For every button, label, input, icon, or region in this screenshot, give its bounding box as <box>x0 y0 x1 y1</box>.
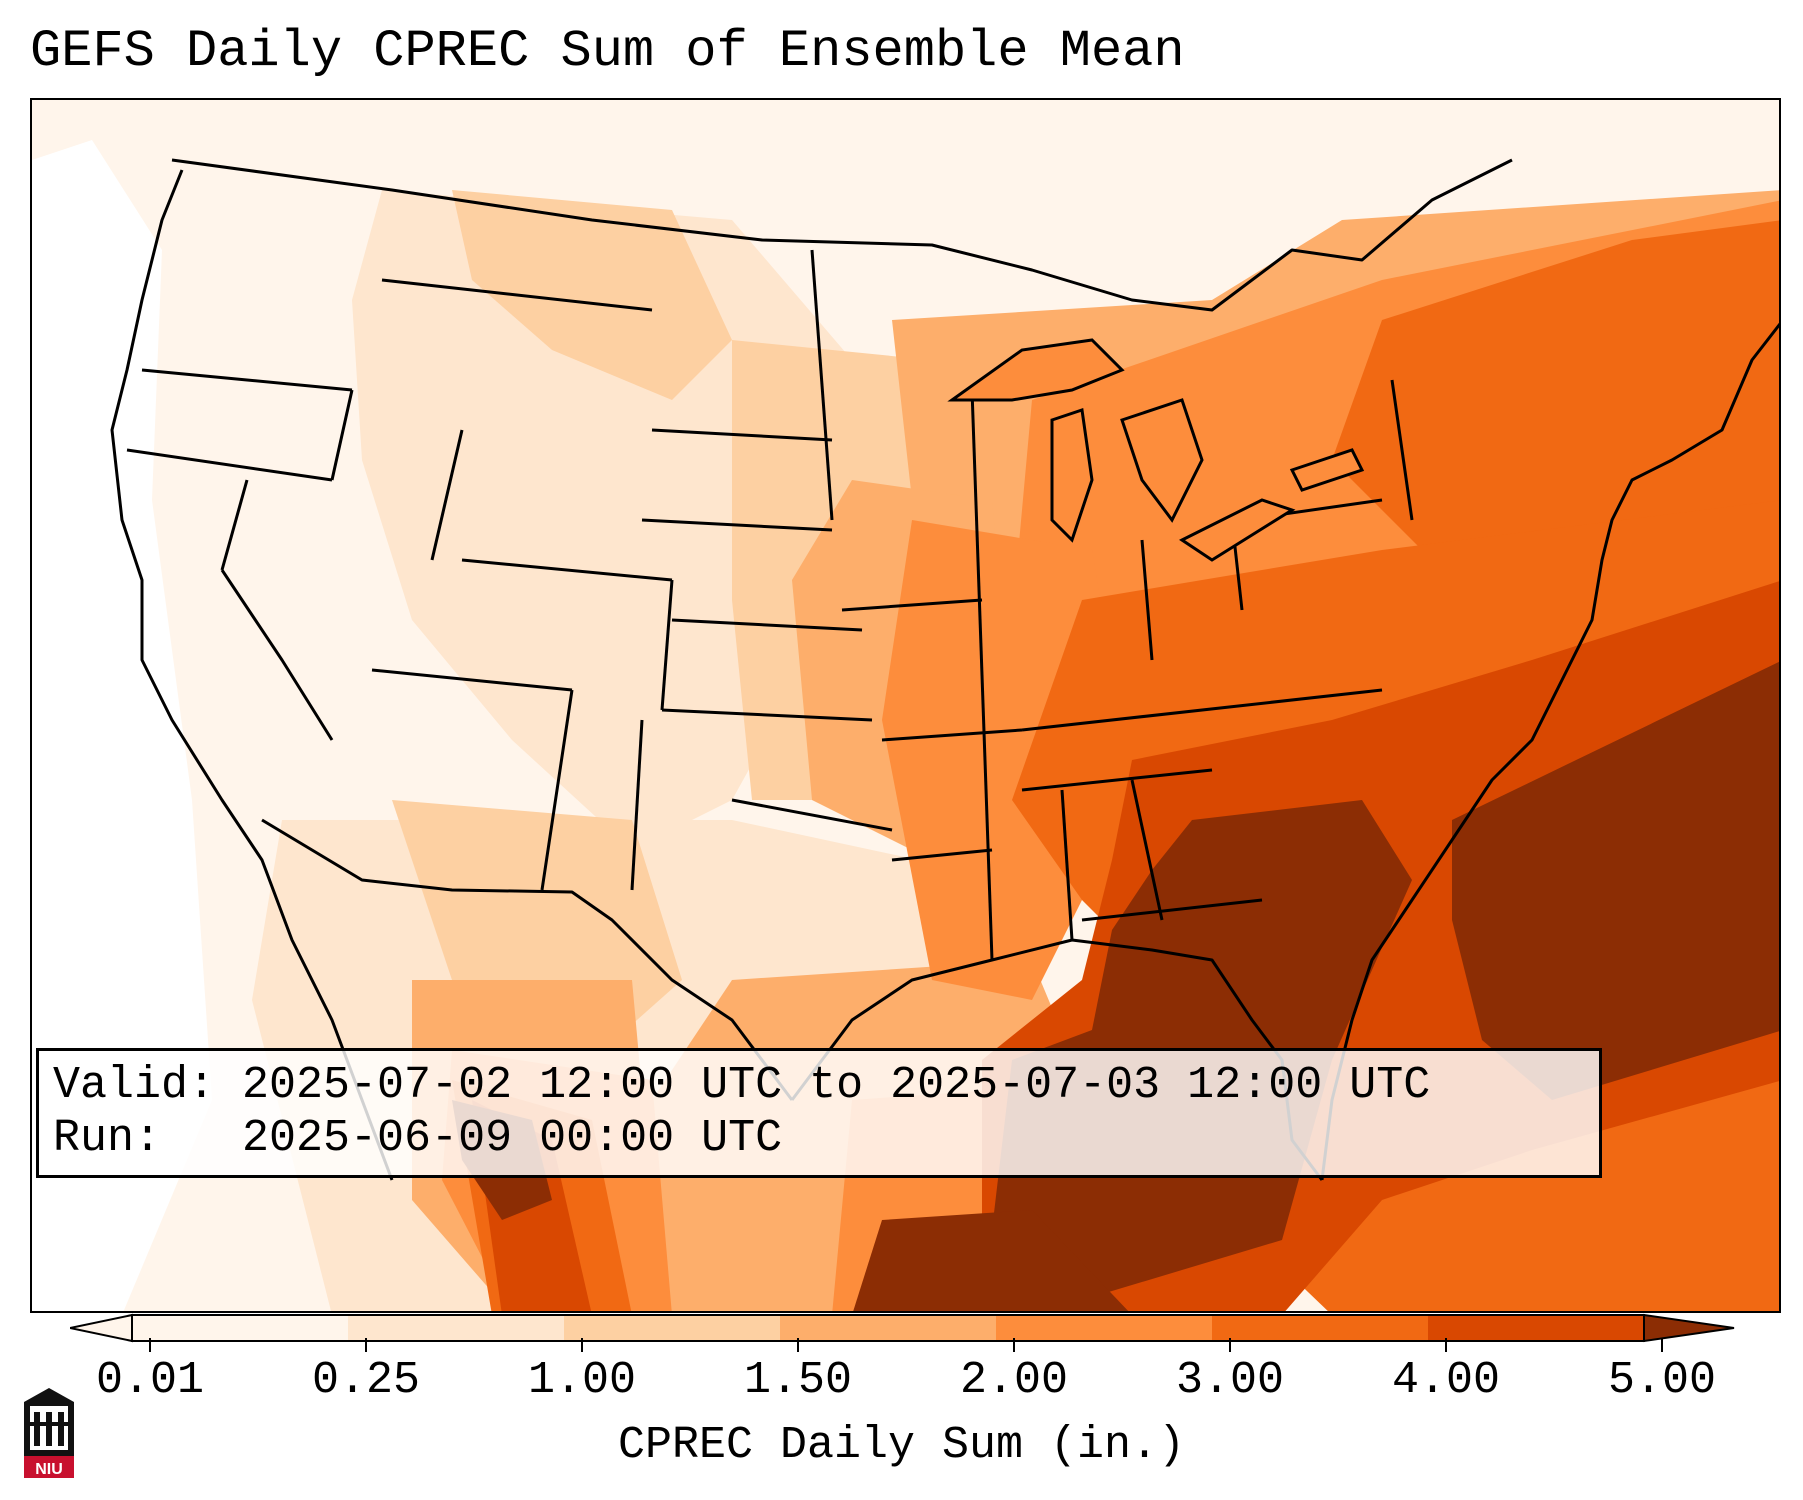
ca-nv-diagonal <box>220 569 334 741</box>
colorbar-tick-label: 1.50 <box>743 1355 853 1406</box>
great-lakes <box>947 338 1365 562</box>
colorbar-tick <box>365 1338 367 1352</box>
co-north <box>461 558 673 582</box>
wa-or <box>141 368 353 392</box>
ar-la <box>891 848 993 862</box>
colorbar-tick-label: 4.00 <box>1391 1355 1501 1406</box>
nv-ca <box>220 479 249 571</box>
in-oh <box>1140 539 1154 661</box>
nm-tx <box>630 719 644 891</box>
colorbar-tick-label: 3.00 <box>1175 1355 1285 1406</box>
colorbar-tick <box>797 1338 799 1352</box>
az-nm <box>540 689 574 891</box>
co-east <box>660 579 674 711</box>
ut-az <box>371 668 573 692</box>
colorbar-frame <box>131 1314 1645 1342</box>
logo-text: NIU <box>35 1461 63 1478</box>
colorbar-segment <box>1212 1315 1428 1341</box>
precip-band-max-atlantic <box>1452 661 1779 1100</box>
map-title: GEFS Daily CPREC Sum of Ensemble Mean <box>30 22 1185 81</box>
precip-band-none <box>32 140 212 1311</box>
sd-ne <box>641 518 833 532</box>
mississippi-river <box>970 389 994 961</box>
colorbar-segment <box>348 1315 564 1341</box>
run-time-line: Run: 2025-06-09 00:00 UTC <box>53 1113 783 1164</box>
colorbar-label: CPREC Daily Sum (in.) <box>617 1420 1186 1471</box>
atlantic-coast <box>1320 322 1779 1181</box>
lake-huron <box>1120 398 1204 523</box>
valid-time-line: Valid: 2025-07-02 12:00 UTC to 2025-07-0… <box>53 1060 1431 1111</box>
colorbar-segment <box>132 1315 348 1341</box>
colorbar-segment <box>996 1315 1212 1341</box>
colorbar-tick <box>1013 1338 1015 1352</box>
us-canada-border <box>171 158 1513 312</box>
al-ga <box>1130 779 1164 921</box>
colorbar-tick-label: 5.00 <box>1607 1355 1717 1406</box>
nd-sd <box>651 428 833 442</box>
lake-erie <box>1179 498 1296 562</box>
validity-info-box: Valid: 2025-07-02 12:00 UTC to 2025-07-0… <box>36 1048 1602 1178</box>
mo-ar <box>881 728 1023 742</box>
mn-west <box>810 249 834 521</box>
colorbar-left-extension <box>70 1313 133 1343</box>
west-coast <box>110 169 394 1181</box>
colorbar-tick-label: 1.00 <box>527 1355 637 1406</box>
colorbar-segment <box>564 1315 780 1341</box>
colorbar-right-extension <box>1643 1313 1735 1343</box>
mt-south <box>381 278 653 312</box>
lake-superior <box>947 338 1125 402</box>
ms-al <box>1060 789 1074 941</box>
precip-band-light <box>452 190 732 400</box>
ia-mo <box>841 598 983 612</box>
colorbar <box>70 1313 1735 1343</box>
colorbar-tick <box>1229 1338 1231 1352</box>
precip-band-very-heavy <box>1332 220 1779 570</box>
tn-south <box>1021 768 1213 792</box>
colorbar-tick-label: 0.25 <box>311 1355 421 1406</box>
wy-ut <box>430 429 464 561</box>
ne-ks <box>671 618 863 632</box>
state-boundaries <box>110 158 1779 1181</box>
ny-new-england <box>1390 379 1414 521</box>
colorbar-segment <box>1428 1315 1644 1341</box>
colorbar-tick-label: 0.01 <box>95 1355 205 1406</box>
us-mexico-border <box>261 818 794 1101</box>
lake-ontario <box>1289 448 1365 492</box>
colorbar-segment <box>780 1315 996 1341</box>
ok-tx <box>731 798 893 832</box>
ks-ok <box>661 708 873 722</box>
fl-north <box>1081 898 1263 922</box>
colorbar-tick <box>149 1338 151 1352</box>
tn-north <box>1021 688 1383 732</box>
precip-band-max-gulf <box>853 1210 1129 1311</box>
colorbar-tick-label: 2.00 <box>959 1355 1069 1406</box>
id-west <box>330 389 354 481</box>
colorbar-tick <box>1661 1338 1663 1352</box>
university-seal-icon: NIU <box>24 1388 74 1478</box>
lake-michigan <box>1050 408 1094 543</box>
colorbar-tick <box>1445 1338 1447 1352</box>
or-ca-nv <box>126 448 333 482</box>
precip-band-trace <box>352 190 852 850</box>
colorbar-tick <box>581 1338 583 1352</box>
